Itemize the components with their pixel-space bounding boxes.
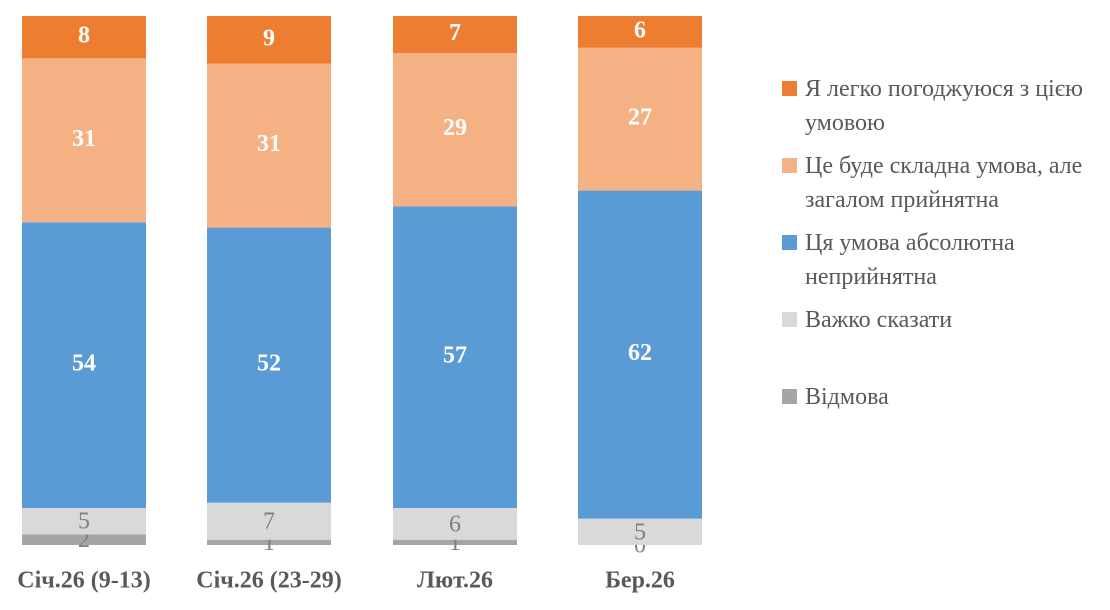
- legend-label: Важко сказати: [805, 307, 953, 333]
- legend-swatch: [782, 235, 797, 250]
- bar-segment: [207, 539, 331, 545]
- bar-segment: [393, 53, 517, 207]
- data-label: 5: [78, 509, 90, 535]
- legend-label: Відмова: [805, 384, 889, 410]
- bar-segment: [207, 227, 331, 503]
- bar-segment: [393, 539, 517, 545]
- legend-item: Я легко погоджуюся з цією умовою: [782, 72, 1102, 140]
- bar-segment: [393, 16, 517, 54]
- legend-item: Ця умова абсолютна неприйнятна: [782, 226, 1102, 294]
- data-label: 52: [257, 351, 281, 377]
- data-label: 7: [263, 509, 275, 535]
- bar-segment: [22, 16, 146, 59]
- data-label: 31: [257, 131, 281, 157]
- legend-swatch: [782, 312, 797, 327]
- bar-segment: [207, 16, 331, 64]
- bar-segment: [207, 502, 331, 540]
- data-label: 6: [449, 511, 461, 537]
- x-tick-label: Бер.26: [605, 568, 675, 594]
- x-tick-label: Січ.26 (9-13): [17, 568, 151, 594]
- bar-segment: [578, 518, 702, 545]
- legend-swatch: [782, 158, 797, 173]
- data-label: 27: [628, 105, 652, 131]
- bar-segment: [578, 47, 702, 191]
- bar-segment: [393, 206, 517, 508]
- data-label: 7: [449, 20, 461, 46]
- bar-segment: [578, 16, 702, 48]
- legend-label: Ця умова абсолютна неприйнятна: [805, 230, 1015, 290]
- legend-swatch: [782, 389, 797, 404]
- data-label: 31: [72, 126, 96, 152]
- data-label: 29: [443, 115, 467, 141]
- data-label: 5: [634, 519, 646, 545]
- bar-segment: [22, 222, 146, 508]
- x-tick-label: Січ.26 (23-29): [196, 568, 342, 594]
- x-tick-label: Лют.26: [417, 568, 493, 594]
- bar-segment: [393, 507, 517, 540]
- legend-label: Це буде складна умова, але загалом прийн…: [805, 153, 1083, 213]
- bar-segment: [22, 534, 146, 545]
- legend-item: Важко сказати: [782, 303, 1102, 337]
- bar-segment: [22, 507, 146, 535]
- data-label: 57: [443, 343, 467, 369]
- legend-swatch: [782, 81, 797, 96]
- bar-segment: [578, 190, 702, 519]
- bar-segment: [22, 58, 146, 223]
- bar-segment: [207, 63, 331, 228]
- legend-item: Відмова: [782, 380, 1102, 414]
- legend-item: Це буде складна умова, але загалом прийн…: [782, 149, 1102, 217]
- data-label: 62: [628, 340, 652, 366]
- data-label: 9: [263, 25, 275, 51]
- data-label: 54: [72, 351, 96, 377]
- data-label: 8: [78, 23, 90, 49]
- legend-label: Я легко погоджуюся з цією умовою: [805, 76, 1083, 136]
- data-label: 6: [634, 17, 646, 43]
